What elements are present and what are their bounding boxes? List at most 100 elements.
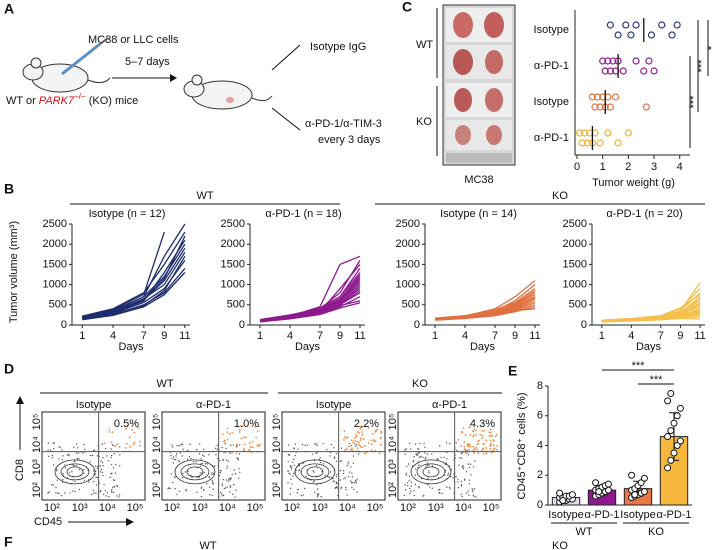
flow-event bbox=[340, 460, 342, 462]
flow-event bbox=[111, 444, 114, 446]
flow-event-positive bbox=[488, 435, 491, 437]
flow-event bbox=[88, 481, 90, 483]
flow-event bbox=[290, 468, 293, 470]
flow-event-positive bbox=[356, 440, 359, 443]
flow-event bbox=[96, 455, 99, 457]
flow-event bbox=[468, 466, 471, 469]
flow-event bbox=[336, 473, 338, 476]
y-tick-label: 1500 bbox=[563, 258, 587, 270]
flow-event bbox=[95, 476, 97, 479]
flow-event bbox=[413, 494, 416, 497]
flow-event bbox=[48, 455, 50, 458]
flow-event bbox=[329, 451, 332, 454]
flow-event bbox=[225, 459, 228, 461]
flow-event bbox=[90, 493, 93, 496]
dot bbox=[606, 67, 614, 75]
flow-event bbox=[342, 472, 345, 475]
flow-event bbox=[108, 496, 110, 498]
dot bbox=[664, 464, 672, 472]
flow-event bbox=[58, 458, 60, 460]
category-label: Isotype bbox=[534, 96, 569, 108]
dot bbox=[604, 129, 612, 137]
flow-event bbox=[313, 480, 315, 482]
flow-event bbox=[404, 453, 406, 455]
flow-event bbox=[185, 488, 187, 491]
flow-event bbox=[459, 457, 461, 459]
flow-event bbox=[287, 460, 289, 463]
flow-event bbox=[200, 495, 203, 498]
flow-event-positive bbox=[255, 436, 257, 439]
flow-event bbox=[416, 454, 418, 457]
y-tick-label: 0 bbox=[581, 319, 587, 331]
x-axis-label: Days bbox=[118, 341, 144, 353]
flow-event-positive bbox=[489, 444, 492, 447]
flow-event bbox=[355, 445, 357, 447]
flow-event bbox=[195, 461, 197, 463]
flow-event bbox=[47, 491, 49, 494]
flow-event-positive bbox=[258, 425, 260, 428]
dot bbox=[593, 93, 602, 101]
flow-event bbox=[110, 448, 112, 450]
flow-event-positive bbox=[347, 445, 350, 448]
flow-event bbox=[292, 475, 294, 477]
flow-event bbox=[289, 487, 292, 490]
flow-x-tick: 10⁵ bbox=[483, 502, 500, 514]
x-tick-label: 11 bbox=[529, 330, 540, 342]
flow-x-tick: 10² bbox=[44, 502, 60, 514]
flow-event bbox=[99, 490, 102, 492]
flow-event bbox=[71, 471, 73, 473]
flow-event bbox=[102, 457, 104, 459]
flow-event bbox=[233, 484, 235, 486]
flow-event bbox=[355, 480, 357, 483]
flow-event bbox=[340, 447, 343, 449]
flow-event bbox=[119, 454, 121, 456]
flow-event-positive bbox=[257, 445, 260, 447]
flow-event bbox=[298, 469, 300, 471]
syringe-icon bbox=[61, 42, 101, 76]
flow-event bbox=[95, 470, 97, 472]
flow-contour bbox=[416, 463, 446, 481]
flow-event-positive bbox=[111, 431, 114, 434]
dot bbox=[568, 491, 576, 499]
flow-y-tick: 10² bbox=[31, 482, 43, 498]
flow-event bbox=[295, 469, 297, 471]
flow-event bbox=[188, 455, 191, 458]
flow-event bbox=[198, 443, 201, 445]
flow-event bbox=[176, 444, 178, 447]
flow-event bbox=[190, 457, 192, 460]
flow-event bbox=[52, 484, 55, 486]
dot bbox=[645, 57, 653, 65]
flow-y-tick: 10² bbox=[387, 482, 399, 498]
x-tick-label: 1 bbox=[257, 330, 263, 342]
flow-event-positive bbox=[467, 443, 470, 446]
significance-label: *** bbox=[696, 59, 708, 73]
panel-label: A bbox=[4, 1, 14, 17]
flow-event bbox=[406, 484, 409, 487]
flow-event bbox=[418, 456, 421, 458]
flow-x-tick: 10⁵ bbox=[367, 502, 384, 514]
significance-label: *** bbox=[632, 360, 646, 372]
flow-event bbox=[187, 458, 189, 461]
flow-event bbox=[64, 464, 66, 466]
flow-event bbox=[72, 490, 74, 492]
dot bbox=[632, 21, 640, 29]
flow-event bbox=[447, 472, 450, 475]
flow-event bbox=[460, 457, 462, 459]
flow-event-positive bbox=[226, 431, 229, 434]
chart-title: Isotype (n = 12) bbox=[89, 208, 166, 220]
flow-event-positive bbox=[473, 452, 476, 454]
significance-label: * bbox=[706, 45, 715, 50]
flow-event bbox=[168, 487, 170, 489]
flow-plot-frame bbox=[41, 411, 146, 501]
flow-event-positive bbox=[482, 447, 485, 450]
flow-event bbox=[356, 491, 358, 493]
flow-event bbox=[475, 496, 477, 498]
flow-event-positive bbox=[373, 440, 375, 443]
flow-event bbox=[427, 477, 429, 479]
flow-event bbox=[100, 460, 102, 462]
x-tick-label: 4 bbox=[677, 161, 683, 173]
flow-event-positive bbox=[379, 437, 382, 440]
dot bbox=[668, 31, 676, 39]
flow-x-tick: 10⁴ bbox=[455, 502, 472, 514]
flow-event bbox=[288, 472, 290, 475]
